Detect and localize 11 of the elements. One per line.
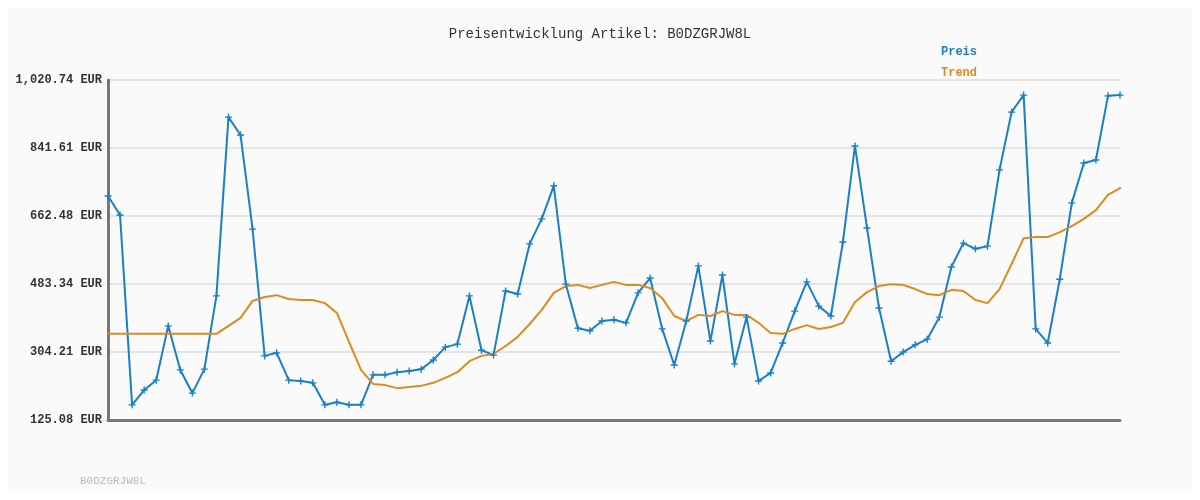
y-tick-label: 662.48 EUR — [29, 209, 103, 223]
y-tick-label: 304.21 EUR — [29, 345, 103, 359]
text: B0DZGRJW8L — [80, 474, 147, 487]
y-tick-label: 1,020.74 EUR — [15, 73, 103, 87]
text: Preis — [940, 45, 978, 59]
y-tick-label: 125.08 EUR — [29, 413, 103, 427]
text: Trend — [940, 66, 978, 80]
y-tick-label: 841.61 EUR — [29, 141, 103, 155]
chart-title: Preisentwicklung Artikel: B0DZGRJW8L — [448, 26, 752, 42]
y-tick-label: 483.34 EUR — [29, 277, 103, 291]
line-series — [107, 187, 1121, 390]
